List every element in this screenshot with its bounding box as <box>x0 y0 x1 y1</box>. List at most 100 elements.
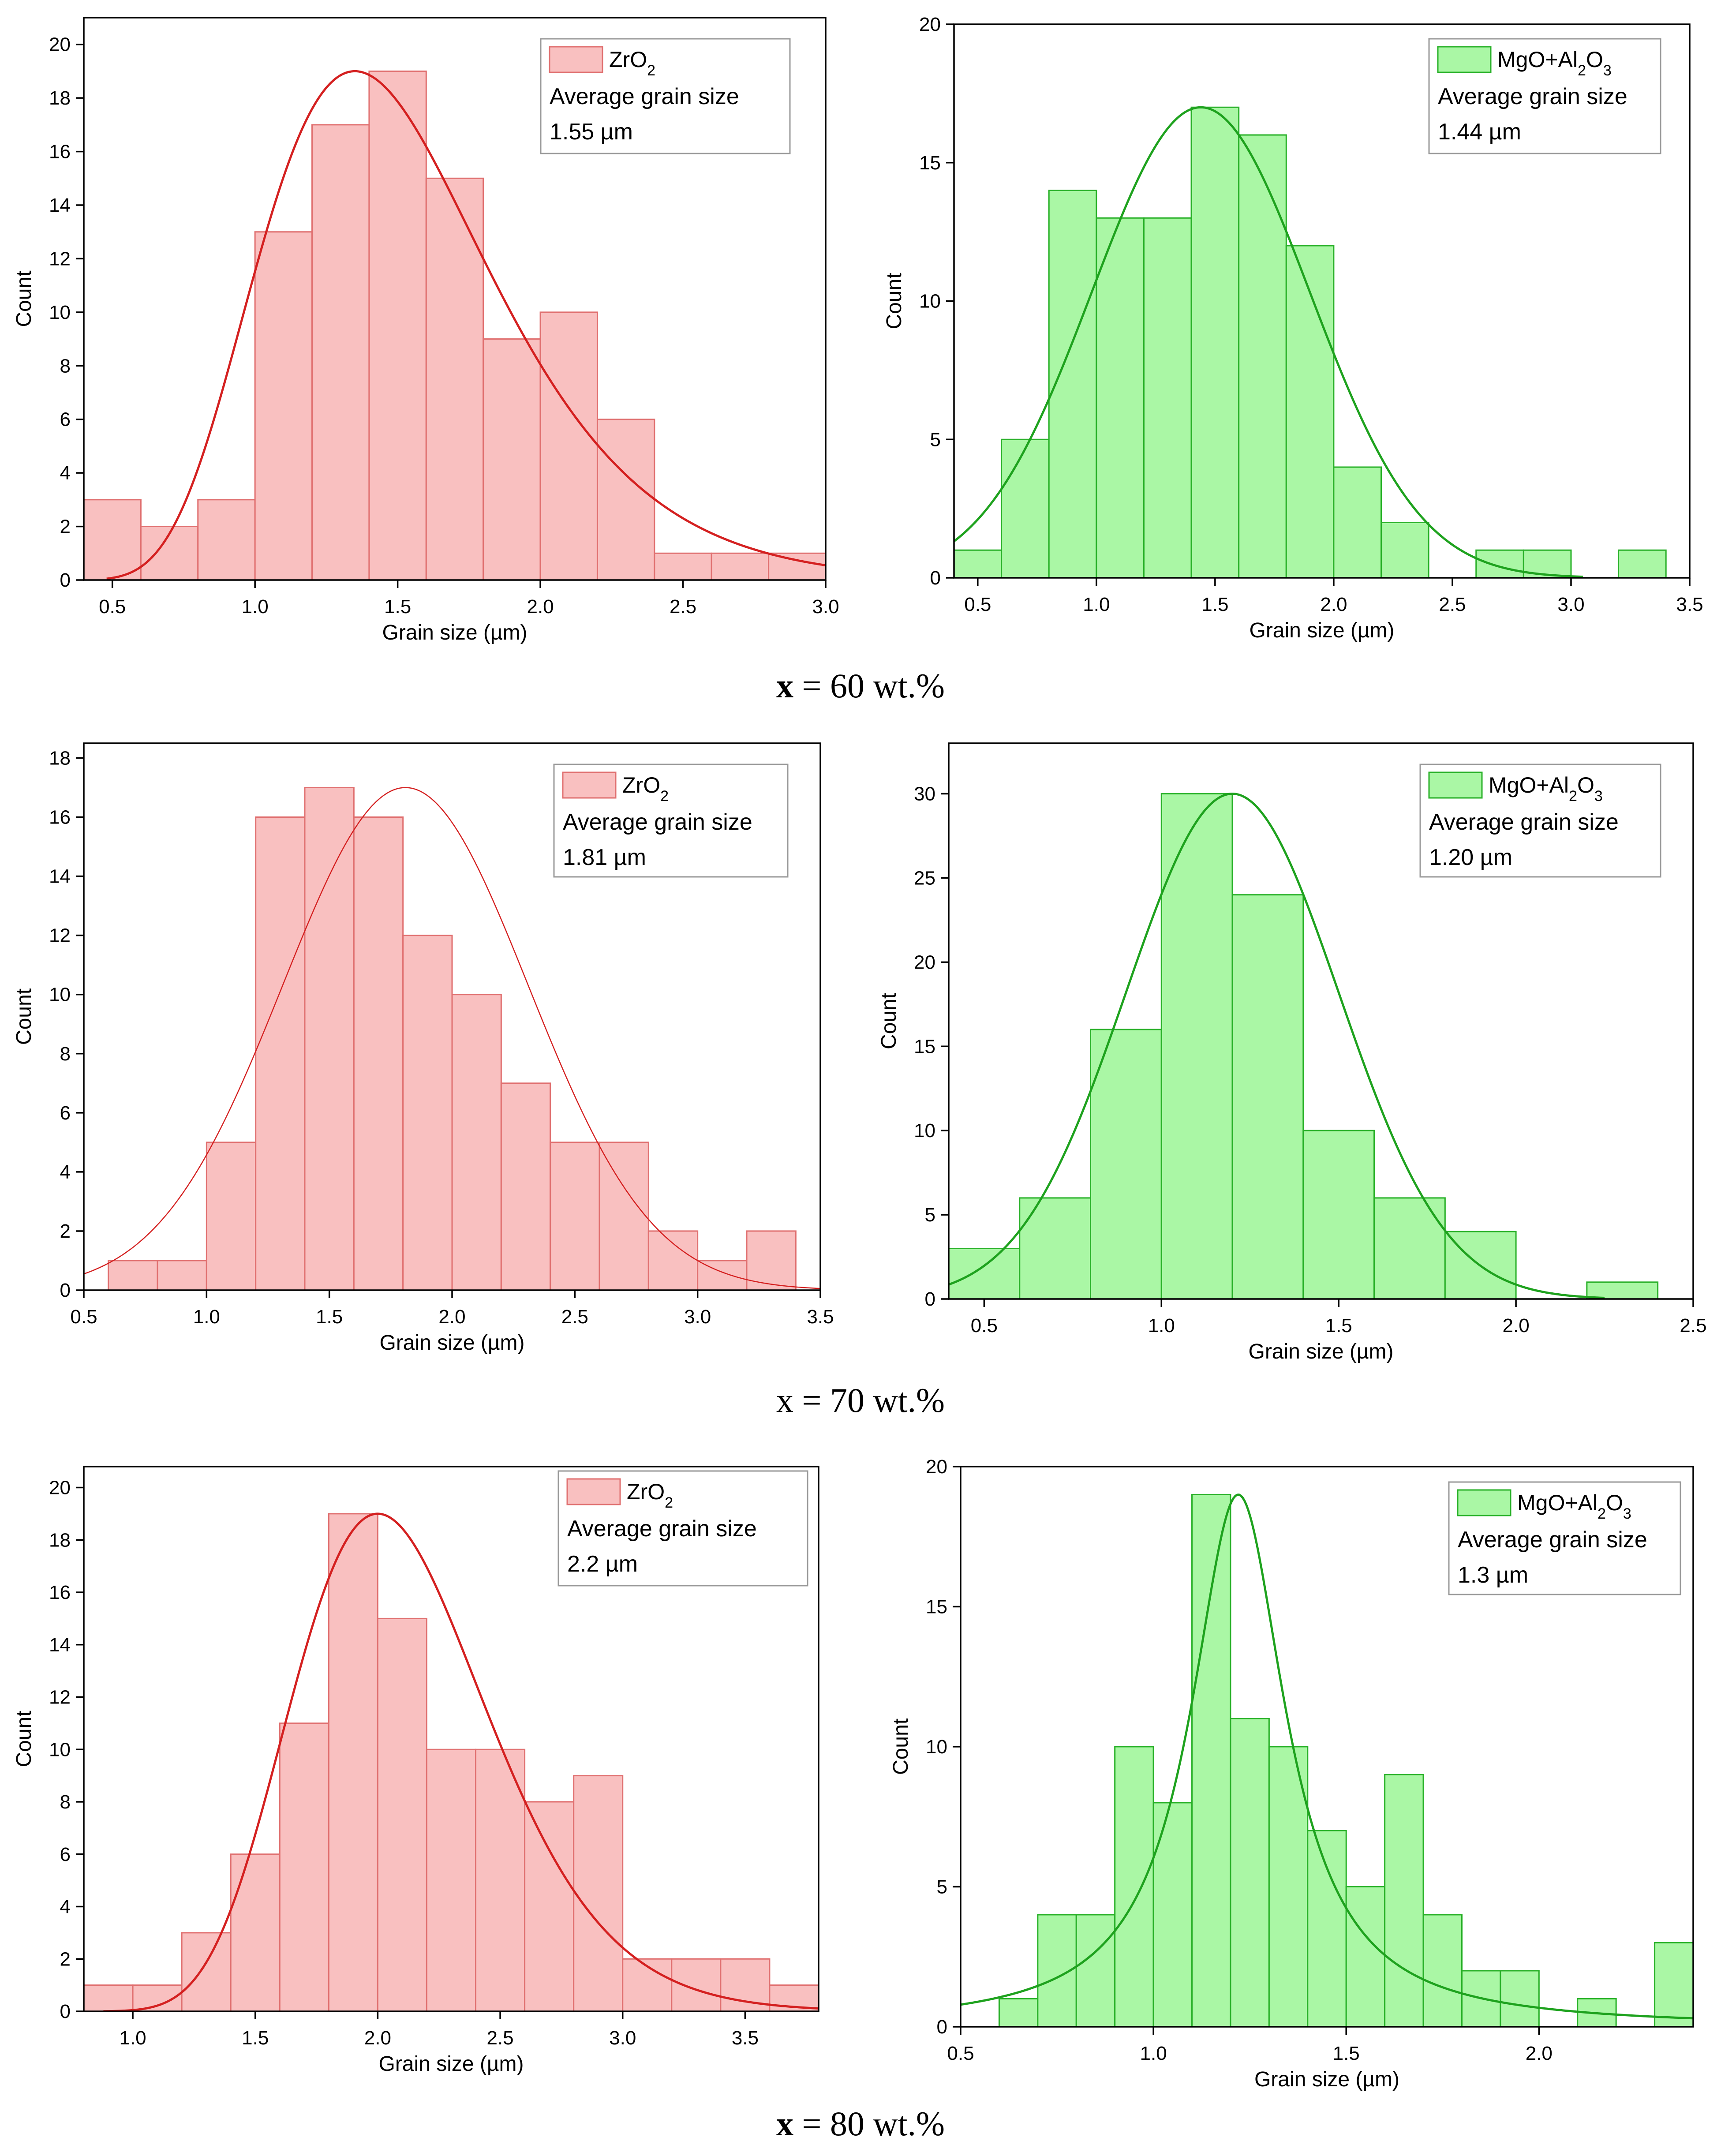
histogram-bar <box>1302 1130 1375 1299</box>
y-tick-label: 30 <box>914 783 935 805</box>
legend-name-tail: O <box>1577 773 1594 797</box>
y-tick-label: 20 <box>926 1456 947 1478</box>
legend-name-main: ZrO <box>622 773 660 797</box>
y-tick-label: 8 <box>60 355 71 377</box>
legend-name-main: MgO+Al <box>1489 773 1569 797</box>
y-tick-label: 4 <box>60 462 71 484</box>
chart-zro2-70: 0.5 1.0 1.5 2.0 2.5 3.0 3.5 0 2 4 6 8 10 12 14 16 18 Grai… <box>12 742 834 1355</box>
x-tick-label: 3.0 <box>609 2027 636 2049</box>
x-axis-label: Grain size (µm) <box>378 2052 524 2076</box>
x-tick-label: 1.0 <box>119 2027 146 2049</box>
legend-name-tail: O <box>1586 47 1603 72</box>
legend-line-average: Average grain size <box>550 84 739 109</box>
y-tick-label: 8 <box>60 1043 71 1065</box>
legend: ZrO2 Average grain size 1.55 µm <box>540 38 791 154</box>
fit-curve <box>961 1493 1693 2020</box>
row-label-70: x = 70 wt.% <box>0 1381 1721 1420</box>
histogram-bar <box>353 816 404 1290</box>
legend-name-sub2: 3 <box>1594 788 1603 805</box>
histogram-bars <box>998 1494 1693 2027</box>
y-axis-label: Count <box>12 988 36 1045</box>
legend-line-value: 1.3 µm <box>1458 1562 1528 1588</box>
x-tick-label: 2.5 <box>670 596 696 618</box>
histogram-bar <box>1618 549 1667 578</box>
histogram-bar <box>998 1998 1039 2027</box>
legend-line-value: 2.2 µm <box>567 1551 638 1577</box>
histogram-bar <box>181 1932 232 2011</box>
histogram-bar <box>1114 1746 1154 2027</box>
plot-frame <box>83 17 827 581</box>
histogram-bar <box>1586 1281 1659 1299</box>
legend-name-sub2: 3 <box>1623 1505 1631 1522</box>
y-tick-label: 20 <box>914 951 935 973</box>
legend-series-name: ZrO2 <box>627 1479 673 1511</box>
y-tick-label: 12 <box>49 925 71 947</box>
histogram-bar <box>1090 1029 1162 1299</box>
chart-mgo-70: 0.5 1.0 1.5 2.0 2.5 0 5 10 15 20 25 30 Grain size (µ… <box>877 742 1707 1363</box>
histogram-bar <box>1075 1914 1116 2027</box>
y-tick-label: 12 <box>49 1687 71 1708</box>
histogram-bar <box>1307 1830 1347 2027</box>
histogram-bar <box>1190 106 1240 578</box>
row-label-text: = 60 wt.% <box>793 666 945 705</box>
chart-zro2-60: 0.5 1.0 1.5 2.0 2.5 3.0 0 2 4 6 8 10 12 14 16 18 20 Grain… <box>12 17 839 644</box>
histogram-bars <box>108 787 797 1290</box>
legend-swatch <box>562 771 617 799</box>
x-tick-label: 1.0 <box>193 1306 220 1328</box>
histogram-bar <box>402 935 453 1290</box>
y-tick-label: 10 <box>49 302 71 323</box>
x-tick-label: 3.0 <box>812 596 839 618</box>
y-axis-label: Count <box>12 270 36 327</box>
x-tick-label: 3.5 <box>807 1306 834 1328</box>
histogram-bar <box>475 1748 526 2011</box>
y-tick-label: 8 <box>60 1791 71 1813</box>
histogram-bar <box>573 1775 624 2011</box>
histogram-bars <box>84 1513 819 2011</box>
legend-line-value: 1.44 µm <box>1438 119 1521 145</box>
histogram-bar <box>1422 1914 1463 2027</box>
x-tick-label: 1.0 <box>1140 2043 1167 2064</box>
x-tick-label: 1.5 <box>384 596 411 618</box>
histogram-bar <box>1160 793 1233 1299</box>
legend: ZrO2 Average grain size 1.81 µm <box>553 764 789 878</box>
x-tick-label: 1.5 <box>316 1306 343 1328</box>
histogram-bar <box>1019 1197 1092 1299</box>
fit-curve <box>949 793 1605 1299</box>
histogram-bar <box>524 1801 575 2011</box>
y-tick-label: 14 <box>49 866 71 887</box>
histogram-bar <box>377 1617 427 2011</box>
histogram-bar <box>1096 217 1145 578</box>
legend-swatch <box>1457 1489 1511 1516</box>
histogram-bar <box>328 1513 378 2011</box>
row-label-var: x <box>776 2104 794 2143</box>
x-tick-label: 0.5 <box>964 594 991 615</box>
histogram-bar <box>654 552 712 580</box>
y-tick-label: 4 <box>60 1896 71 1918</box>
histogram-bar <box>1500 1970 1540 2027</box>
y-tick-label: 10 <box>914 1120 935 1142</box>
x-tick-label: 3.5 <box>732 2027 759 2049</box>
y-tick-label: 10 <box>919 291 941 312</box>
histogram-bar <box>1373 1197 1446 1299</box>
x-tick-label: 2.0 <box>1526 2043 1553 2064</box>
y-tick-label: 5 <box>930 429 941 450</box>
x-tick-label: 2.0 <box>1320 594 1347 615</box>
x-tick-label: 0.5 <box>70 1306 97 1328</box>
fit-curve <box>106 70 826 580</box>
y-tick-label: 0 <box>60 2001 71 2022</box>
y-tick-label: 20 <box>49 34 71 56</box>
histogram-bar <box>1345 1886 1386 2027</box>
row-label-text: = 80 wt.% <box>793 2104 945 2143</box>
x-tick-label: 2.5 <box>486 2027 513 2049</box>
histogram-bar <box>599 1142 649 1290</box>
histogram-bar <box>1143 217 1192 578</box>
legend-name-main: MgO+Al <box>1497 47 1578 72</box>
y-tick-label: 18 <box>49 748 71 769</box>
x-tick-label: 0.5 <box>947 2043 974 2064</box>
x-tick-label: 2.0 <box>527 596 554 618</box>
x-tick-label: 3.0 <box>684 1306 711 1328</box>
legend-line-average: Average grain size <box>567 1516 757 1542</box>
x-tick-label: 1.5 <box>1201 594 1228 615</box>
row-label-60: x = 60 wt.% <box>0 666 1721 706</box>
